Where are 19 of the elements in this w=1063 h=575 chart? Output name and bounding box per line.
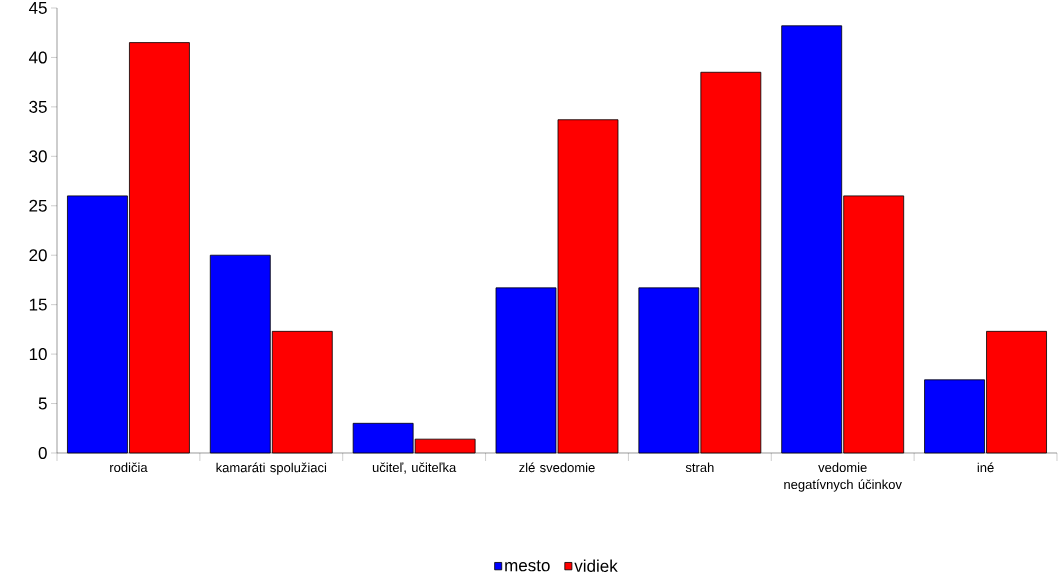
x-tick-label: kamaráti spolužiaci: [216, 462, 327, 475]
x-tick-label: vedomie negatívnych účinkov: [784, 462, 902, 492]
y-tick-label: 40: [28, 51, 47, 64]
y-tick-label: 15: [29, 298, 47, 311]
y-tick-label: 10: [29, 348, 47, 361]
y-tick-label: 5: [38, 397, 47, 410]
x-tick-label: zlé svedomie: [519, 462, 595, 473]
x-tick-label: rodičia: [110, 462, 148, 473]
y-tick-label: 0: [38, 446, 47, 460]
x-tick-label: strah: [685, 462, 714, 473]
x-tick-label: iné: [977, 462, 994, 473]
y-tick-label: 25: [29, 199, 47, 212]
x-tick-label: učiteľ, učiteľka: [372, 462, 457, 474]
legend-label: mesto: [505, 560, 550, 572]
y-tick-label: 20: [29, 249, 47, 262]
y-tick-label: 30: [29, 150, 47, 163]
y-tick-label: 45: [28, 2, 47, 14]
legend-label: vidiek: [574, 559, 618, 573]
y-tick-label: 35: [29, 100, 47, 113]
